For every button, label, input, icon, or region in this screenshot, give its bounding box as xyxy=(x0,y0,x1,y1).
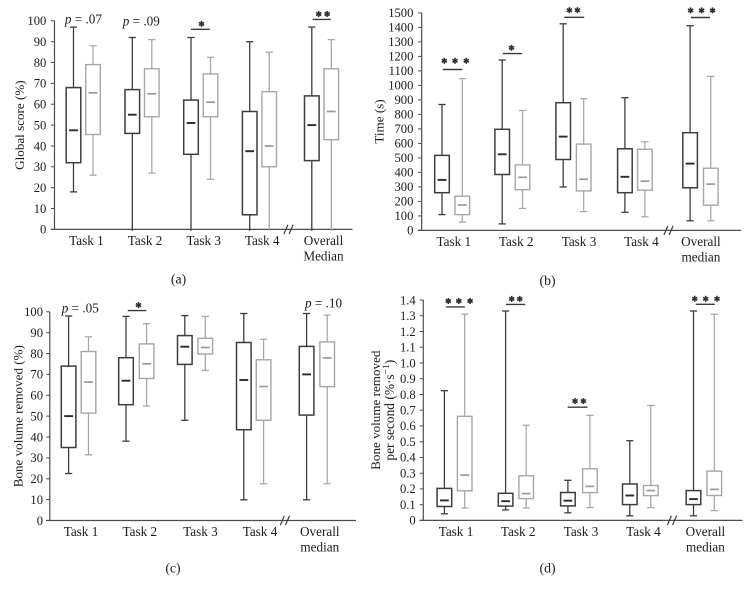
svg-text:0.4: 0.4 xyxy=(400,451,416,465)
svg-text:80: 80 xyxy=(34,56,47,70)
svg-text:1.1: 1.1 xyxy=(400,341,416,355)
svg-text:(b): (b) xyxy=(540,273,556,289)
svg-text:(a): (a) xyxy=(171,271,186,287)
svg-text:Overall: Overall xyxy=(304,233,344,248)
svg-text:1000: 1000 xyxy=(388,79,413,93)
svg-text:Task 3: Task 3 xyxy=(562,234,597,249)
svg-text:per second (%·s−1): per second (%·s−1) xyxy=(382,360,397,461)
svg-text:Global score (%): Global score (%) xyxy=(12,80,27,169)
svg-text:median: median xyxy=(686,539,725,554)
svg-text:Time (s): Time (s) xyxy=(372,99,387,143)
svg-text:Bone volume removed (%): Bone volume removed (%) xyxy=(11,345,26,487)
svg-text:1300: 1300 xyxy=(388,35,413,49)
svg-text:Task 2: Task 2 xyxy=(499,234,534,249)
svg-text:0.2: 0.2 xyxy=(400,482,416,496)
svg-text:p = .09: p = .09 xyxy=(122,14,161,29)
svg-text:0: 0 xyxy=(409,514,415,528)
svg-text:1400: 1400 xyxy=(388,21,413,35)
svg-text:100: 100 xyxy=(27,14,46,28)
svg-text:p = .10: p = .10 xyxy=(304,296,343,311)
svg-text:300: 300 xyxy=(395,180,414,194)
svg-text:0.7: 0.7 xyxy=(400,404,416,418)
svg-text:0.9: 0.9 xyxy=(400,372,416,386)
svg-text:90: 90 xyxy=(34,35,47,49)
svg-text:900: 900 xyxy=(395,93,414,107)
svg-text:0.8: 0.8 xyxy=(400,388,416,402)
svg-text:Task 3: Task 3 xyxy=(186,233,221,248)
svg-text:40: 40 xyxy=(34,139,47,153)
svg-text:p = .05: p = .05 xyxy=(61,301,100,316)
svg-text:Overall: Overall xyxy=(686,524,726,539)
svg-text:600: 600 xyxy=(395,137,414,151)
svg-text:Task 4: Task 4 xyxy=(245,233,280,248)
svg-text:0.1: 0.1 xyxy=(400,498,416,512)
svg-text:10: 10 xyxy=(30,493,43,507)
svg-text:1100: 1100 xyxy=(389,64,414,78)
svg-text:Task 1: Task 1 xyxy=(69,233,104,248)
svg-text:Task 4: Task 4 xyxy=(243,524,278,539)
svg-text:1.2: 1.2 xyxy=(400,325,416,339)
svg-text:80: 80 xyxy=(30,347,43,361)
svg-text:20: 20 xyxy=(30,472,43,486)
svg-text:(d): (d) xyxy=(540,560,556,576)
svg-text:p = .07: p = .07 xyxy=(64,11,103,26)
svg-text:70: 70 xyxy=(30,368,43,382)
svg-text:20: 20 xyxy=(34,181,47,195)
svg-text:800: 800 xyxy=(395,108,414,122)
svg-text:70: 70 xyxy=(34,77,47,91)
svg-text:Overall: Overall xyxy=(300,524,340,539)
svg-text:0.6: 0.6 xyxy=(400,419,416,433)
svg-text:0: 0 xyxy=(40,223,46,237)
svg-text:100: 100 xyxy=(395,209,414,223)
svg-text:Bone volume removed: Bone volume removed xyxy=(368,350,383,470)
svg-text:1.0: 1.0 xyxy=(400,356,416,370)
svg-text:0.5: 0.5 xyxy=(400,435,416,449)
svg-text:(c): (c) xyxy=(165,560,180,576)
svg-text:500: 500 xyxy=(395,151,414,165)
svg-text:Task 1: Task 1 xyxy=(436,234,471,249)
svg-text:50: 50 xyxy=(30,409,43,423)
svg-text:50: 50 xyxy=(34,118,47,132)
svg-text:Median: Median xyxy=(303,248,344,263)
svg-text:Task 2: Task 2 xyxy=(122,524,157,539)
svg-text:200: 200 xyxy=(395,195,414,209)
svg-text:1.3: 1.3 xyxy=(400,309,416,323)
svg-text:Task 4: Task 4 xyxy=(624,234,659,249)
svg-text:Task 4: Task 4 xyxy=(626,524,661,539)
svg-text:30: 30 xyxy=(34,160,47,174)
svg-text:median: median xyxy=(681,249,720,264)
svg-text:0.3: 0.3 xyxy=(400,467,416,481)
svg-text:60: 60 xyxy=(30,389,43,403)
svg-text:Task 2: Task 2 xyxy=(128,233,163,248)
svg-text:Overall: Overall xyxy=(681,234,721,249)
svg-text:10: 10 xyxy=(34,202,47,216)
svg-text:40: 40 xyxy=(30,430,43,444)
svg-text:0: 0 xyxy=(407,224,413,238)
svg-text:median: median xyxy=(300,539,339,554)
svg-text:Task 1: Task 1 xyxy=(64,524,99,539)
svg-text:1500: 1500 xyxy=(388,6,413,20)
svg-text:Task 2: Task 2 xyxy=(501,524,536,539)
svg-text:400: 400 xyxy=(395,166,414,180)
svg-text:Task 3: Task 3 xyxy=(183,524,218,539)
svg-text:1.4: 1.4 xyxy=(400,293,416,307)
svg-text:100: 100 xyxy=(24,305,43,319)
svg-text:Task 3: Task 3 xyxy=(564,524,599,539)
svg-text:0: 0 xyxy=(37,514,43,528)
svg-text:60: 60 xyxy=(34,98,47,112)
svg-text:700: 700 xyxy=(395,122,414,136)
svg-text:1200: 1200 xyxy=(388,50,413,64)
svg-text:Task 1: Task 1 xyxy=(439,524,474,539)
svg-text:30: 30 xyxy=(30,451,43,465)
svg-text:90: 90 xyxy=(30,326,43,340)
